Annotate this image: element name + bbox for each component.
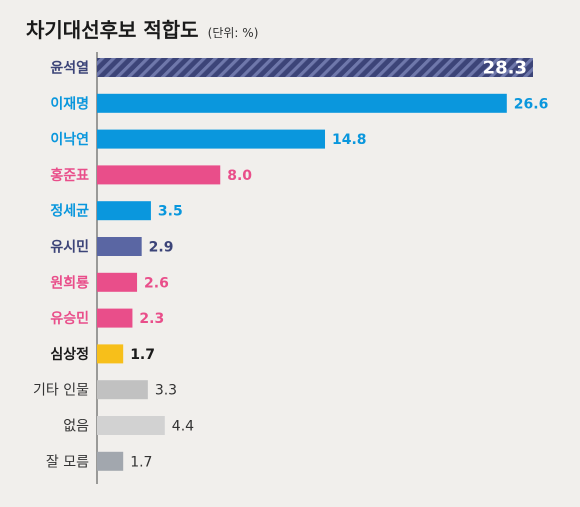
category-label: 유시민: [50, 239, 89, 256]
bar: [97, 451, 124, 471]
bar: [97, 308, 133, 328]
bar: [97, 165, 221, 185]
category-label: 이재명: [50, 95, 89, 112]
category-label: 원희룡: [50, 275, 89, 291]
chart-unit: (단위: %): [207, 26, 259, 40]
category-label: 이낙연: [50, 131, 89, 148]
category-label: 홍준표: [50, 167, 89, 184]
value-label: 2.6: [144, 275, 169, 291]
bar: [97, 237, 142, 256]
value-label: 14.8: [332, 132, 367, 148]
bar: [97, 380, 148, 400]
bar: [97, 272, 138, 292]
category-label: 기타 인물: [33, 383, 89, 399]
bar: [97, 93, 507, 113]
category-label: 잘 모름: [46, 454, 89, 470]
value-label: 26.6: [514, 96, 549, 112]
category-label: 정세균: [50, 203, 89, 220]
bar: [97, 129, 326, 149]
value-label: 2.3: [139, 311, 164, 327]
category-label: 유승민: [50, 310, 89, 327]
value-label: 8.0: [227, 168, 252, 184]
bar: [97, 201, 151, 221]
category-label: 윤석열: [50, 60, 89, 77]
bar: [97, 344, 124, 364]
value-label: 3.5: [158, 204, 183, 220]
value-label: 2.9: [149, 240, 174, 256]
chart-title: 차기대선후보 적합도: [26, 18, 199, 42]
value-label: 3.3: [155, 383, 177, 399]
category-label: 없음: [63, 419, 89, 435]
value-label: 28.3: [483, 58, 527, 79]
category-label: 심상정: [50, 346, 89, 363]
bar: [97, 416, 165, 435]
value-label: 4.4: [172, 419, 194, 435]
title-row: 차기대선후보 적합도 (단위: %): [26, 14, 258, 43]
value-label: 1.7: [130, 347, 155, 363]
bar: [97, 58, 533, 77]
value-label: 1.7: [130, 454, 152, 470]
